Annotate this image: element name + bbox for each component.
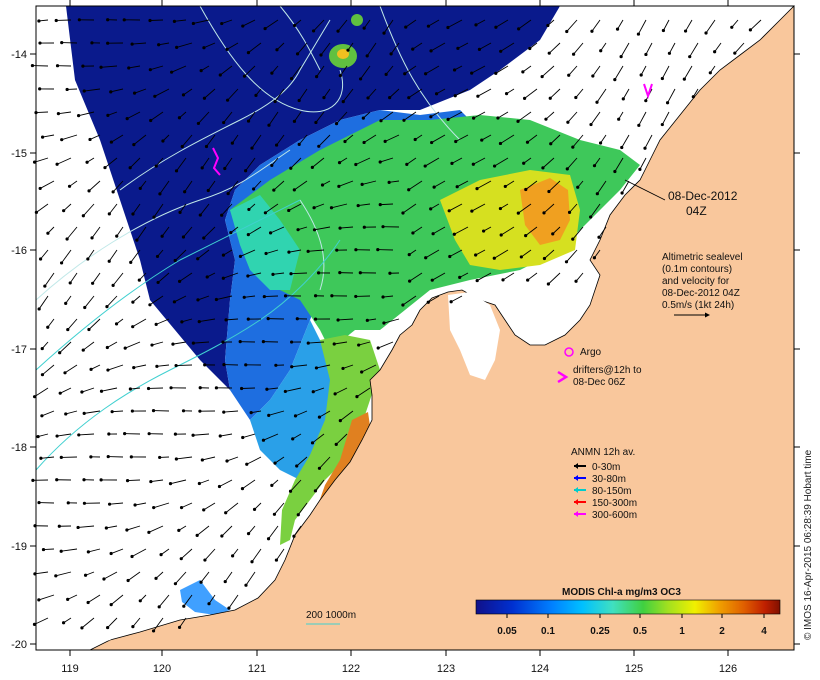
- anmn-legend: ANMN 12h av. 0-30m30-80m80-150m150-300m3…: [571, 447, 637, 521]
- lon-tick-label: 121: [248, 663, 266, 675]
- anmn-item-label: 80-150m: [592, 486, 631, 497]
- argo-label: Argo: [580, 347, 602, 358]
- lat-tick-label: -16: [11, 245, 27, 257]
- map-frame: [35, 5, 795, 651]
- altimetry-line: (0.1m contours): [662, 264, 732, 275]
- argo-icon: [564, 347, 574, 357]
- coastal-green-region: [280, 335, 380, 545]
- anmn-item-label: 150-300m: [592, 498, 637, 509]
- colorbar-tick: 0.25: [590, 626, 610, 637]
- altimetry-note: Altimetric sealevel (0.1m contours) and …: [662, 252, 743, 318]
- altimetry-line: and velocity for: [662, 276, 730, 287]
- lat-tick-label: -18: [11, 442, 27, 454]
- coastal-orange-region: [318, 412, 372, 505]
- lon-tick-label: 123: [437, 663, 455, 675]
- drifters-line1: drifters@12h to: [573, 365, 642, 376]
- lon-tick-label: 120: [153, 663, 171, 675]
- colorbar-tick: 0.5: [633, 626, 647, 637]
- colorbar-gradient: [475, 599, 781, 615]
- date-line2: 04Z: [686, 204, 707, 218]
- cyan-chl-region: [230, 195, 300, 290]
- bathy-label: 200 1000m: [306, 610, 356, 621]
- lon-tick-label: 125: [625, 663, 643, 675]
- lat-tick-label: -19: [11, 541, 27, 553]
- argo-drifter-legend: Argo drifters@12h to 08-Dec 06Z: [557, 347, 642, 388]
- anmn-item-label: 30-80m: [592, 474, 626, 485]
- credit-text: © IMOS 16-Apr-2015 06:28:39 Hobart time: [803, 449, 814, 640]
- lat-tick-label: -14: [11, 49, 27, 61]
- sealevel-contours: [35, 5, 461, 301]
- altimetry-line: 0.5m/s (1kt 24h): [662, 300, 734, 311]
- lat-tick-label: -20: [11, 639, 27, 651]
- lon-tick-label: 119: [61, 663, 79, 675]
- colorbar: MODIS Chl-a mg/m3 OC3 0.05 0.1 0.25 0.5 1 2 4: [475, 587, 781, 637]
- lat-tick-label: -15: [11, 148, 27, 160]
- lon-tick-label: 124: [531, 663, 549, 675]
- anmn-item-label: 0-30m: [592, 462, 620, 473]
- date-pointer: [624, 179, 666, 201]
- colorbar-tick: 2: [719, 626, 725, 637]
- plot-area: [36, 5, 795, 651]
- blue-patch-south: [180, 580, 230, 615]
- latitude-ticks: -14 -15 -16 -17 -18 -19 -20: [11, 49, 800, 651]
- colorbar-tick: 0.05: [497, 626, 517, 637]
- bathymetry-contours: [35, 199, 341, 471]
- velocity-arrows: [30, 18, 762, 633]
- anmn-title: ANMN 12h av.: [571, 447, 635, 458]
- lat-tick-label: -17: [11, 344, 27, 356]
- lon-tick-label: 122: [342, 663, 360, 675]
- deep-water-region: [66, 6, 560, 390]
- drifter-icon: [557, 370, 569, 384]
- longitude-ticks: 119 120 121 122 123 124 125 126: [61, 0, 737, 675]
- anmn-item-label: 300-600m: [592, 510, 637, 521]
- date-line1: 08-Dec-2012: [668, 189, 738, 203]
- colorbar-tick: 1: [679, 626, 685, 637]
- lon-tick-label: 126: [719, 663, 737, 675]
- drifters-line2: 08-Dec 06Z: [573, 377, 625, 388]
- drifter-markers: [212, 83, 653, 176]
- altimetry-line: 08-Dec-2012 04Z: [662, 288, 740, 299]
- land-mass: [89, 5, 795, 651]
- altimetry-line: Altimetric sealevel: [662, 252, 743, 263]
- colorbar-tick: 0.1: [541, 626, 555, 637]
- colorbar-tick: 4: [761, 626, 767, 637]
- colorbar-title: MODIS Chl-a mg/m3 OC3: [562, 587, 681, 598]
